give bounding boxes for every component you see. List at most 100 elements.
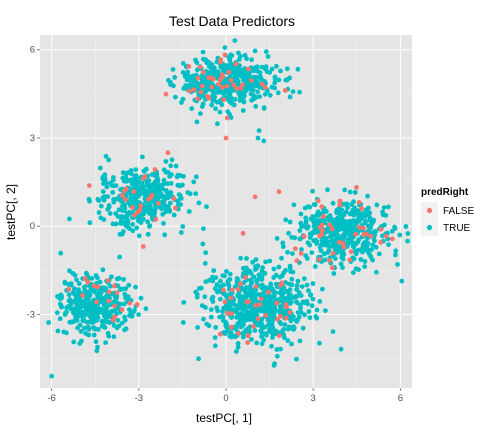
point-true (232, 69, 238, 75)
point-true (349, 235, 354, 241)
point-true (288, 269, 293, 274)
point-true (272, 80, 278, 86)
point-true (270, 326, 276, 331)
point-true (110, 190, 116, 195)
point-false (138, 203, 144, 209)
point-true (117, 301, 123, 307)
point-true (98, 203, 104, 209)
point-false (110, 317, 116, 323)
point-true (307, 242, 313, 248)
point-true (223, 78, 228, 84)
point-true (71, 318, 77, 324)
point-true (322, 257, 328, 263)
point-true (309, 250, 315, 256)
point-true (238, 255, 244, 261)
point-true (227, 271, 233, 277)
point-true (107, 314, 113, 320)
point-false (329, 265, 335, 271)
point-true (280, 240, 286, 246)
point-true (120, 229, 126, 234)
point-true (198, 111, 203, 116)
point-true (373, 244, 379, 250)
point-true (111, 334, 117, 340)
point-true (221, 318, 226, 323)
point-true (82, 325, 87, 331)
point-true (212, 66, 217, 72)
point-true (74, 277, 79, 283)
point-false (135, 209, 141, 215)
point-false (327, 222, 333, 228)
point-false (156, 200, 161, 206)
point-true (259, 285, 265, 291)
point-false (165, 150, 171, 156)
point-true (361, 247, 367, 253)
point-true (78, 298, 83, 303)
point-true (222, 45, 228, 50)
x-tick-label: -3 (135, 393, 143, 404)
point-true (194, 119, 200, 125)
point-true (309, 303, 315, 309)
point-false (123, 186, 129, 192)
point-true (196, 200, 202, 206)
point-true (267, 298, 273, 304)
point-false (209, 84, 215, 90)
point-true (190, 82, 196, 88)
point-true (94, 348, 100, 354)
point-false (224, 115, 230, 121)
point-false (80, 293, 85, 298)
point-true (122, 327, 127, 333)
point-true (110, 221, 116, 227)
point-true (136, 233, 142, 239)
point-true (356, 267, 361, 272)
point-true (200, 101, 206, 107)
point-true (125, 218, 131, 224)
point-true (242, 303, 248, 309)
point-true (115, 317, 121, 323)
point-true (160, 199, 165, 205)
point-false (238, 85, 244, 91)
point-true (206, 59, 211, 65)
point-true (136, 193, 141, 199)
point-true (281, 285, 287, 291)
point-true (212, 343, 218, 349)
point-false (199, 83, 205, 89)
point-true (405, 231, 411, 236)
point-true (262, 300, 268, 306)
point-true (95, 344, 100, 350)
point-false (224, 83, 230, 89)
point-true (95, 327, 101, 332)
point-true (372, 232, 378, 238)
point-true (59, 295, 64, 301)
point-true (206, 323, 212, 329)
point-true (92, 325, 97, 331)
point-true (118, 287, 123, 292)
point-true (286, 230, 291, 236)
point-true (366, 227, 372, 233)
point-false (327, 258, 332, 263)
point-true (252, 296, 258, 301)
point-true (154, 185, 160, 191)
point-true (169, 157, 175, 163)
point-true (67, 216, 72, 222)
point-true (281, 270, 287, 276)
point-true (146, 185, 152, 191)
point-true (209, 102, 215, 108)
point-true (72, 286, 77, 292)
point-true (298, 309, 304, 315)
point-false (112, 303, 118, 309)
point-true (155, 179, 161, 185)
point-false (122, 197, 128, 202)
point-false (337, 198, 343, 204)
point-true (325, 250, 331, 255)
point-true (260, 265, 265, 271)
point-true (168, 190, 174, 195)
point-true (237, 304, 242, 310)
point-false (316, 257, 322, 262)
point-true (312, 264, 318, 269)
point-true (165, 195, 171, 201)
point-true (86, 196, 92, 202)
point-true (240, 108, 246, 113)
point-true (75, 325, 80, 331)
point-false (348, 249, 354, 255)
point-true (295, 66, 301, 72)
